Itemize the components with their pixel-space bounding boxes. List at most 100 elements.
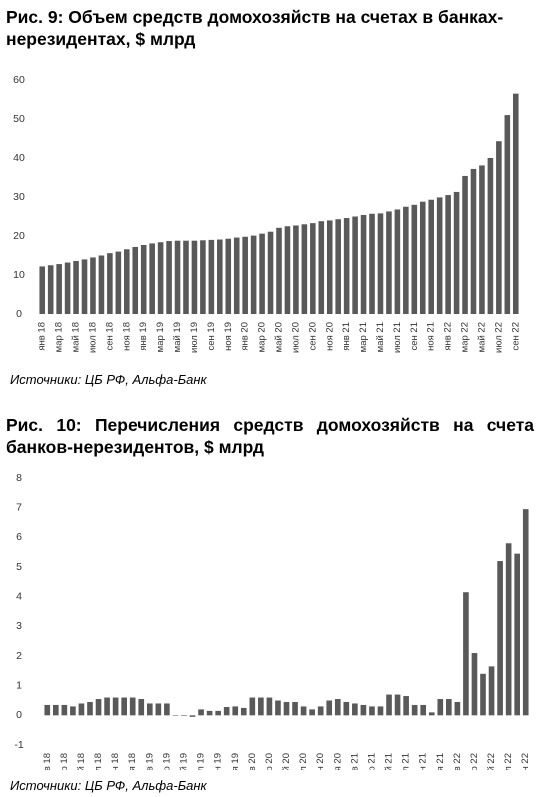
x-tick-label: сен 22: [520, 753, 531, 770]
bar: [149, 243, 155, 314]
bar: [360, 704, 367, 716]
bar: [140, 244, 147, 314]
source-note: Источники: ЦБ РФ, Альфа-Банк: [10, 372, 207, 387]
bar: [223, 707, 230, 716]
bar: [206, 710, 213, 716]
x-tick-label: ноя 18: [127, 753, 138, 770]
bar: [436, 197, 443, 314]
chart-title: Рис. 9: Объем средств домохозяйств на сч…: [6, 7, 504, 49]
x-tick-label: мар 21: [358, 322, 369, 352]
bar: [335, 219, 341, 314]
x-tick-label: ноя 21: [426, 322, 437, 351]
bar: [512, 93, 519, 315]
bar: [488, 666, 495, 716]
x-tick-label: мар 22: [460, 322, 471, 352]
x-tick-label: ноя 18: [121, 322, 132, 351]
x-tick-label: мар 19: [155, 322, 166, 352]
bar: [215, 710, 221, 716]
bar: [293, 225, 299, 314]
x-tick-label: ноя 21: [435, 753, 446, 770]
x-tick-label: мар 18: [59, 753, 70, 770]
bar: [259, 233, 265, 314]
bar: [377, 213, 384, 314]
bar: [181, 715, 187, 716]
y-tick-label: 40: [13, 152, 25, 164]
x-tick-label: июл 20: [290, 322, 301, 353]
bar: [386, 211, 392, 314]
bar: [52, 704, 59, 716]
bar: [56, 264, 62, 314]
bar: [411, 204, 418, 314]
bar: [242, 236, 248, 314]
y-tick-label: 3: [16, 620, 22, 632]
bar: [292, 701, 298, 716]
bar: [189, 715, 196, 717]
bar: [183, 240, 189, 314]
y-tick-label: 1: [16, 679, 22, 691]
bar: [200, 240, 206, 314]
bar: [191, 240, 198, 314]
bar: [411, 704, 418, 716]
y-tick-label: 7: [16, 501, 22, 513]
x-tick-label: сен 21: [418, 753, 429, 770]
x-tick-label: янв 21: [341, 322, 352, 351]
x-tick-label: янв 21: [349, 753, 360, 770]
x-tick-label: янв 20: [240, 322, 251, 351]
bar: [301, 224, 308, 314]
chart-title: Рис. 10: Перечисления средств домохозяйс…: [6, 415, 534, 457]
bar: [233, 237, 240, 314]
bar: [267, 231, 274, 314]
bar: [496, 141, 502, 314]
x-tick-label: май 20: [274, 322, 285, 352]
x-tick-label: янв 18: [37, 322, 48, 351]
bar: [240, 707, 247, 716]
x-tick-label: июл 20: [298, 753, 309, 770]
bar: [403, 696, 409, 716]
bar: [334, 699, 341, 716]
x-tick-label: мар 19: [161, 753, 172, 770]
x-tick-label: ноя 20: [332, 753, 343, 770]
bar: [479, 165, 485, 314]
bar: [87, 701, 93, 716]
x-tick-label: янв 19: [138, 322, 149, 351]
bar: [326, 700, 333, 716]
x-tick-label: июл 18: [93, 753, 104, 770]
x-tick-label: янв 19: [144, 753, 155, 770]
bar: [377, 706, 384, 716]
bar: [480, 673, 486, 716]
bar: [317, 706, 324, 716]
x-tick-label: июл 19: [189, 322, 200, 353]
x-tick-label: июл 22: [503, 753, 514, 770]
bar: [157, 242, 164, 314]
bar: [471, 653, 478, 716]
bar: [225, 238, 232, 314]
bar: [284, 226, 291, 314]
bar: [164, 703, 170, 716]
y-tick-label: 0: [16, 709, 22, 721]
y-tick-label: 30: [13, 191, 25, 203]
bar: [463, 592, 469, 716]
x-tick-label: май 18: [76, 753, 87, 770]
bar: [39, 266, 46, 314]
bar: [172, 715, 179, 716]
bar: [462, 175, 468, 314]
bar: [73, 260, 79, 314]
y-tick-label: 20: [13, 230, 25, 242]
x-tick-label: ноя 20: [324, 322, 335, 351]
bar: [217, 239, 223, 314]
bar: [47, 265, 54, 314]
x-tick-label: янв 20: [247, 753, 258, 770]
bar: [326, 220, 333, 314]
x-tick-label: май 19: [172, 322, 183, 352]
x-tick-label: сен 20: [307, 322, 318, 351]
bar: [445, 195, 451, 314]
source-note: Источники: ЦБ РФ, Альфа-Банк: [10, 778, 207, 793]
bar: [300, 706, 307, 716]
bar: [276, 227, 282, 314]
x-tick-label: янв 18: [42, 753, 53, 770]
y-tick-label: 4: [16, 590, 22, 602]
x-tick-label: май 21: [384, 753, 395, 770]
bar: [454, 701, 461, 716]
x-tick-label: сен 22: [510, 322, 521, 351]
bar: [166, 241, 172, 314]
